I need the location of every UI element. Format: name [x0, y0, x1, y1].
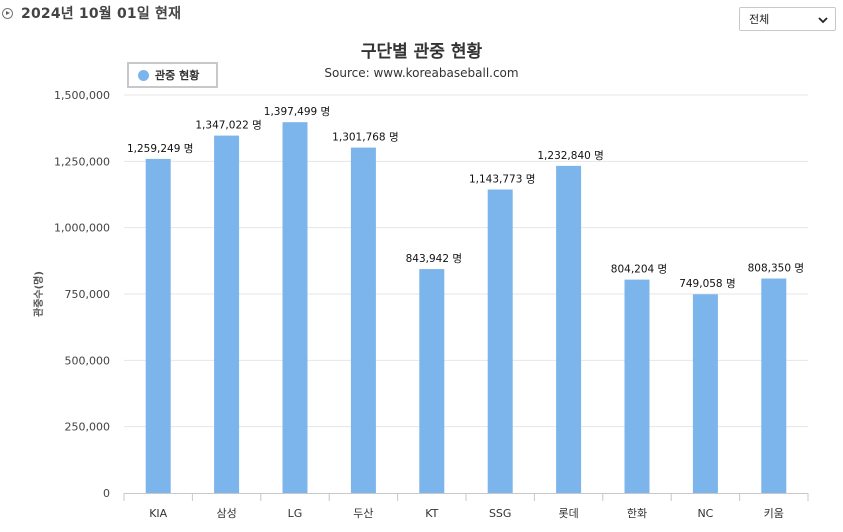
data-label: 749,058 명 — [679, 278, 735, 290]
x-tick-label: 삼성 — [216, 507, 236, 520]
y-tick-label: 1,250,000 — [54, 155, 110, 168]
y-tick-label: 1,000,000 — [54, 222, 110, 235]
x-tick-label: 두산 — [353, 507, 373, 520]
y-tick-label: 250,000 — [65, 421, 111, 434]
x-tick-label: KIA — [149, 507, 167, 520]
bar — [282, 122, 308, 493]
bar — [350, 147, 376, 493]
data-label: 843,942 명 — [406, 253, 462, 265]
y-axis-title: 관중수(명) — [32, 271, 45, 317]
x-tick-label: NC — [697, 507, 713, 520]
x-tick-label: SSG — [489, 507, 512, 520]
y-tick-label: 750,000 — [65, 288, 111, 301]
date-label: 2024년 10월 01일 현재 — [21, 6, 182, 22]
chevron-down-icon — [818, 17, 828, 24]
data-label: 1,259,249 명 — [127, 143, 193, 155]
bar — [487, 189, 513, 493]
y-tick-label: 1,500,000 — [54, 89, 110, 102]
x-tick-label: 롯데 — [558, 507, 578, 520]
chart-subtitle: Source: www.koreabaseball.com — [324, 66, 519, 80]
legend-label: 관중 현황 — [155, 69, 200, 82]
data-label: 1,347,022 명 — [195, 120, 261, 132]
bar — [419, 269, 445, 493]
y-tick-label: 0 — [103, 487, 110, 500]
data-label: 1,301,768 명 — [332, 132, 398, 144]
bar — [761, 278, 787, 493]
x-tick-label: 키움 — [764, 507, 784, 520]
team-filter-select[interactable]: 전체 — [739, 7, 836, 31]
x-tick-label: 한화 — [627, 507, 647, 520]
bar — [624, 279, 650, 493]
data-label: 1,397,499 명 — [264, 106, 330, 118]
team-filter-value: 전체 — [749, 13, 770, 26]
bar — [145, 158, 171, 493]
data-label: 1,232,840 명 — [537, 150, 603, 162]
legend-marker — [138, 69, 149, 81]
circle-arrow-icon — [2, 7, 13, 19]
chart-title: 구단별 관중 현황 — [360, 42, 483, 62]
x-tick-label: KT — [425, 507, 438, 520]
bar — [556, 165, 582, 493]
chart-legend[interactable]: 관중 현황 — [127, 62, 218, 88]
header: 2024년 10월 01일 현재 전체 — [0, 0, 843, 34]
y-tick-label: 500,000 — [65, 354, 111, 367]
data-label: 804,204 명 — [611, 264, 667, 276]
data-label: 808,350 명 — [748, 263, 804, 275]
bar — [692, 294, 718, 493]
data-label: 1,143,773 명 — [469, 174, 535, 186]
bar — [214, 135, 240, 494]
date-indicator: 2024년 10월 01일 현재 — [2, 3, 181, 23]
x-tick-label: LG — [288, 507, 303, 520]
